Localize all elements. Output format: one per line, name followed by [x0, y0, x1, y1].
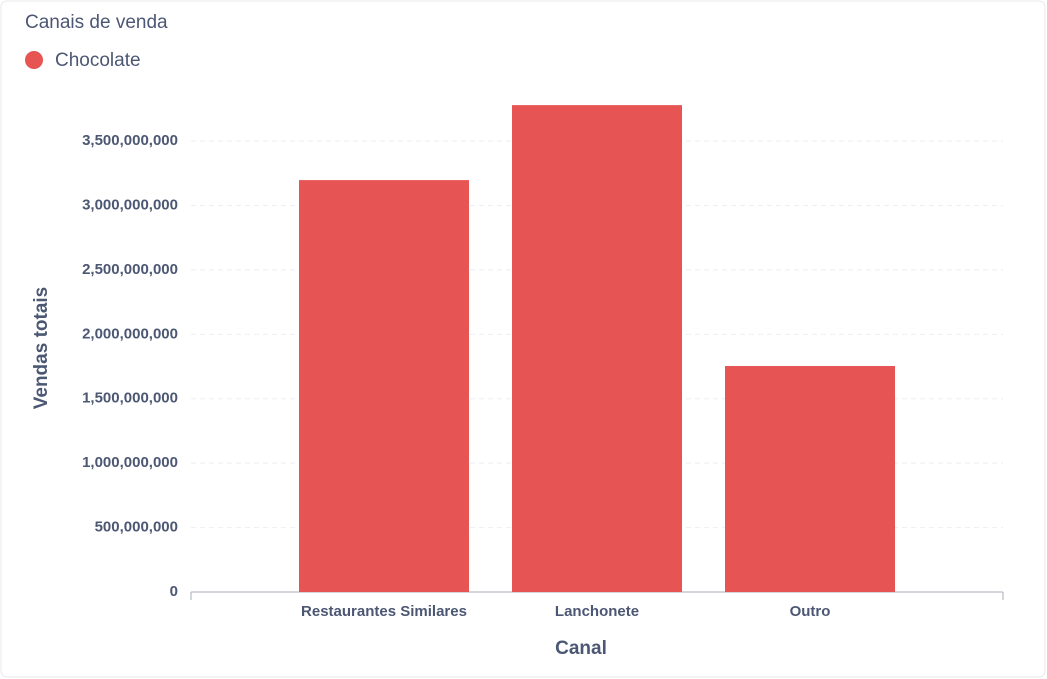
y-tick-label: 500,000,000 [95, 519, 178, 536]
bar [725, 366, 895, 592]
x-tick-label: Outro [790, 603, 831, 620]
bar [299, 180, 469, 592]
x-tick-label: Lanchonete [555, 603, 639, 620]
y-tick-label: 3,500,000,000 [82, 132, 178, 149]
y-tick-label: 1,500,000,000 [82, 390, 178, 407]
x-axis-label: Canal [555, 638, 607, 659]
y-tick-label: 1,000,000,000 [82, 454, 178, 471]
legend-marker [25, 51, 43, 69]
y-tick-label: 0 [170, 583, 178, 600]
y-tick-label: 2,500,000,000 [82, 261, 178, 278]
y-axis-label: Vendas totais [31, 287, 52, 410]
y-tick-label: 3,000,000,000 [82, 196, 178, 213]
bar [512, 105, 682, 592]
chart-title: Canais de venda [25, 12, 168, 33]
x-tick-label: Restaurantes Similares [301, 603, 467, 620]
y-tick-label: 2,000,000,000 [82, 325, 178, 342]
legend-label: Chocolate [55, 50, 141, 71]
